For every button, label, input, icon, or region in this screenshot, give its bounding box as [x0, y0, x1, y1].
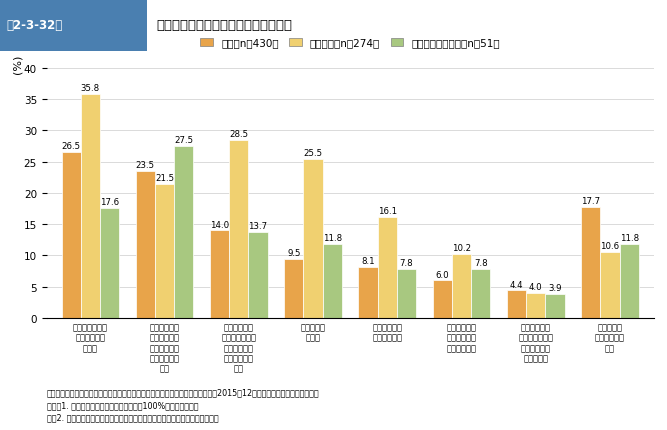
- Bar: [284, 259, 303, 318]
- Y-axis label: (%): (%): [13, 54, 23, 74]
- Text: 9.5: 9.5: [287, 248, 301, 257]
- Bar: [155, 184, 174, 318]
- Text: 21.5: 21.5: [155, 173, 174, 182]
- Text: 26.5: 26.5: [61, 142, 81, 151]
- Text: 7.8: 7.8: [474, 259, 488, 268]
- Bar: [303, 159, 323, 318]
- Text: 11.8: 11.8: [323, 234, 342, 243]
- Text: 17.7: 17.7: [581, 197, 600, 206]
- Text: 3.9: 3.9: [548, 283, 562, 292]
- Bar: [546, 294, 564, 318]
- Text: 11.8: 11.8: [620, 234, 639, 243]
- Bar: [526, 293, 546, 318]
- Text: 17.6: 17.6: [100, 198, 119, 206]
- Text: 4.0: 4.0: [529, 283, 542, 292]
- Bar: [81, 95, 100, 318]
- Text: 6.0: 6.0: [436, 270, 449, 279]
- Bar: [433, 281, 452, 318]
- Bar: [248, 233, 267, 318]
- Bar: [136, 172, 155, 318]
- Text: 35.8: 35.8: [81, 84, 100, 93]
- Text: 14.0: 14.0: [210, 220, 229, 229]
- Bar: [378, 218, 397, 318]
- Text: 4.4: 4.4: [510, 280, 524, 289]
- Text: 25.5: 25.5: [303, 148, 323, 157]
- Bar: [61, 153, 81, 318]
- Text: 8.1: 8.1: [362, 257, 375, 266]
- Bar: [174, 147, 193, 318]
- Bar: [323, 245, 342, 318]
- Text: 27.5: 27.5: [174, 136, 193, 145]
- Bar: [358, 268, 378, 318]
- Bar: [581, 208, 600, 318]
- Bar: [210, 231, 229, 318]
- Bar: [507, 291, 526, 318]
- Legend: 輸出（n＝430）, 直接投資（n＝274）, インバウンド対応（n＝51）: 輸出（n＝430）, 直接投資（n＝274）, インバウンド対応（n＝51）: [196, 34, 504, 52]
- Bar: [452, 255, 471, 318]
- Text: 23.5: 23.5: [136, 161, 155, 170]
- Text: 10.6: 10.6: [600, 241, 620, 250]
- Bar: [100, 209, 119, 318]
- Text: 資料：中小企業庁委託「中小企業の成長と投資行動に関するアンケート調査」（2015年12月、（株）帝国データバンク）
（注）1. 複数回答のため、合計は必ずしも1: 資料：中小企業庁委託「中小企業の成長と投資行動に関するアンケート調査」（2015…: [47, 387, 319, 421]
- FancyBboxPatch shape: [0, 0, 147, 52]
- Text: 28.5: 28.5: [229, 130, 248, 138]
- Text: 10.2: 10.2: [452, 244, 471, 253]
- Bar: [620, 245, 639, 318]
- Text: 海外展開投資別に見た人材育成の課題: 海外展開投資別に見た人材育成の課題: [157, 19, 293, 32]
- Bar: [600, 252, 620, 318]
- Bar: [471, 270, 490, 318]
- Text: 7.8: 7.8: [400, 259, 414, 268]
- Bar: [397, 270, 416, 318]
- Bar: [229, 141, 248, 318]
- Text: 13.7: 13.7: [249, 222, 267, 231]
- Text: 16.1: 16.1: [378, 207, 397, 216]
- Text: 第2-3-32図: 第2-3-32図: [7, 19, 63, 32]
